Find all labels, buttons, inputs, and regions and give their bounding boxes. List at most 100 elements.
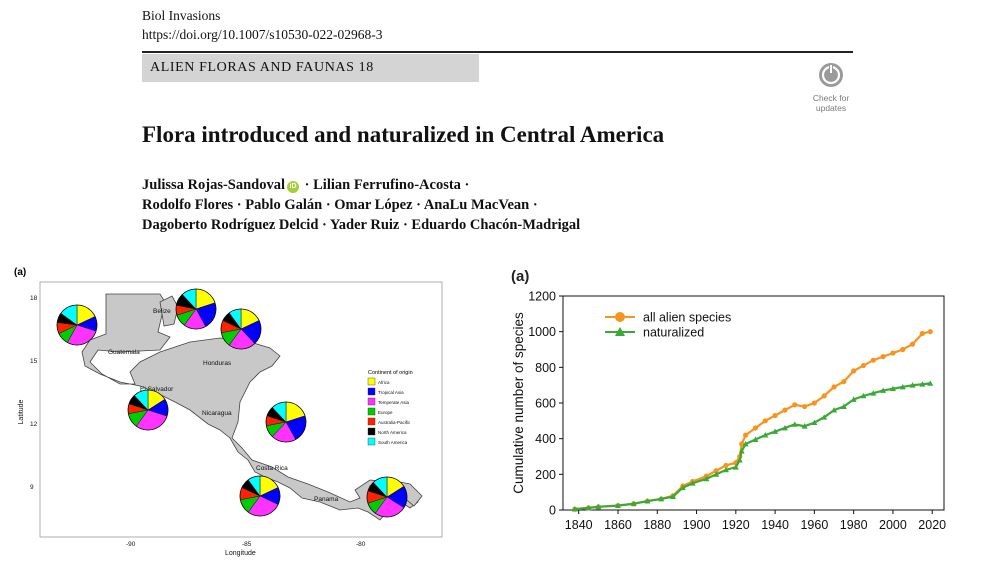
check-for-updates-badge[interactable]: Check for updates xyxy=(809,62,853,113)
data-point xyxy=(772,412,778,419)
label-guatemala: Guatemala xyxy=(108,349,140,356)
legend-label: Tropical Asia xyxy=(378,390,404,395)
data-point xyxy=(821,393,827,399)
data-point xyxy=(889,385,896,392)
lon-tick-85: -85 xyxy=(242,541,252,548)
author-line-1-rest: · Lilian Ferrufino-Acosta · xyxy=(301,177,470,193)
legend-swatch xyxy=(367,407,376,416)
data-point xyxy=(752,436,759,442)
label-el-salvador: El Salvador xyxy=(140,386,174,393)
x-tick-label: 2000 xyxy=(879,518,907,532)
legend-title: Continent of origin xyxy=(368,370,413,376)
continent-legend: Continent of origin Africa Tropical Asia T… xyxy=(367,370,413,446)
author-line-3: Dagoberto Rodríguez Delcid · Yader Ruiz … xyxy=(142,217,581,233)
central-america-land xyxy=(81,293,419,521)
legend-label: naturalized xyxy=(643,326,704,340)
data-point xyxy=(860,392,867,399)
author-line-2: Rodolfo Flores · Pablo Galán · Omar Lópe… xyxy=(142,197,538,213)
series-title: ALIEN FLORAS AND FAUNAS 18 xyxy=(150,60,374,75)
data-point xyxy=(850,396,857,402)
lat-tick-9: 9 xyxy=(30,484,34,491)
label-panama: Panama xyxy=(314,496,339,503)
legend-swatch xyxy=(367,397,376,406)
data-point xyxy=(919,381,926,387)
label-costa-rica: Costa Rica xyxy=(256,465,288,472)
map-xlabel: Longitude xyxy=(225,550,256,557)
data-point xyxy=(571,506,578,512)
journal-name: Biol Invasions xyxy=(142,8,221,23)
orcid-icon[interactable]: iD xyxy=(287,181,300,193)
y-axis-label: Cumulative number of species xyxy=(511,312,526,494)
data-point xyxy=(644,498,651,504)
data-point xyxy=(752,425,759,431)
data-point xyxy=(801,423,808,429)
data-point xyxy=(880,387,887,393)
y-tick-label: 200 xyxy=(535,468,556,482)
legend-label: all alien species xyxy=(643,311,731,325)
pie-outline xyxy=(175,288,217,330)
pie-outline xyxy=(265,401,307,443)
map-axes: 18 15 12 9 -90 -85 -80 Longitude Latitud… xyxy=(18,295,366,557)
data-point xyxy=(840,403,847,409)
data-point xyxy=(880,354,886,360)
pie-el-salvador xyxy=(127,389,169,431)
series-line xyxy=(574,382,931,511)
doi-link[interactable]: https://doi.org/10.1007/s10530-022-02968… xyxy=(142,27,383,42)
chart-panel-label: (a) xyxy=(511,268,529,285)
label-honduras: Honduras xyxy=(203,360,232,367)
data-point xyxy=(689,480,696,486)
pie-outline xyxy=(239,475,281,517)
data-point xyxy=(890,350,896,356)
data-point xyxy=(927,329,933,335)
pie-costa-rica xyxy=(239,475,281,517)
data-point xyxy=(595,503,602,510)
series-banner xyxy=(142,54,479,82)
yucatan-coast xyxy=(159,295,179,327)
country-labels: Belize Guatemala Honduras El Salvador Ni… xyxy=(108,308,339,503)
legend-label: Africa xyxy=(378,380,390,385)
check-updates-icon xyxy=(819,63,843,87)
species-chart: (a) 0 200 400 600 800 1000 1200 1840 1860 1880 190… xyxy=(511,268,946,532)
x-tick-label: 1920 xyxy=(722,518,750,532)
chart-series xyxy=(571,329,934,512)
pie-panama xyxy=(366,476,408,518)
x-tick-label: 1980 xyxy=(840,518,868,532)
legend-swatch xyxy=(367,377,376,386)
x-tick-label: 1860 xyxy=(604,518,632,532)
data-point xyxy=(669,493,676,500)
x-tick-label: 1900 xyxy=(683,518,711,532)
y-tick-label: 0 xyxy=(549,504,556,518)
data-point xyxy=(831,407,838,413)
map-panel-label: (a) xyxy=(14,267,26,278)
x-tick-label: 1880 xyxy=(643,518,671,532)
y-tick-label: 400 xyxy=(535,432,556,446)
lat-tick-15: 15 xyxy=(30,358,38,365)
header-rule xyxy=(142,51,853,53)
data-point xyxy=(713,471,720,477)
x-tick-label: 1840 xyxy=(565,518,593,532)
data-point xyxy=(821,414,828,420)
first-author: Julissa Rojas-Sandoval xyxy=(142,177,286,193)
data-point xyxy=(919,330,925,337)
y-tick-label: 1000 xyxy=(528,325,556,339)
data-point xyxy=(723,462,729,469)
lon-tick-80: -80 xyxy=(356,541,366,548)
y-tick-label: 800 xyxy=(535,361,556,375)
legend-label: Temperate Asia xyxy=(378,400,410,405)
legend-marker xyxy=(615,327,625,336)
lat-tick-12: 12 xyxy=(30,421,38,428)
check-updates-label-1: Check for xyxy=(812,93,850,103)
label-nicaragua: Nicaragua xyxy=(202,410,232,417)
y-tick-label: 1200 xyxy=(528,290,556,304)
map-ylabel: Latitude xyxy=(18,399,25,424)
data-point xyxy=(841,379,847,385)
data-point xyxy=(792,402,798,408)
data-point xyxy=(870,357,876,363)
legend-label: Europe xyxy=(378,410,393,415)
data-point xyxy=(782,407,788,413)
data-point xyxy=(851,368,857,374)
data-point xyxy=(736,457,743,463)
data-point xyxy=(860,362,867,369)
data-point xyxy=(739,441,745,447)
